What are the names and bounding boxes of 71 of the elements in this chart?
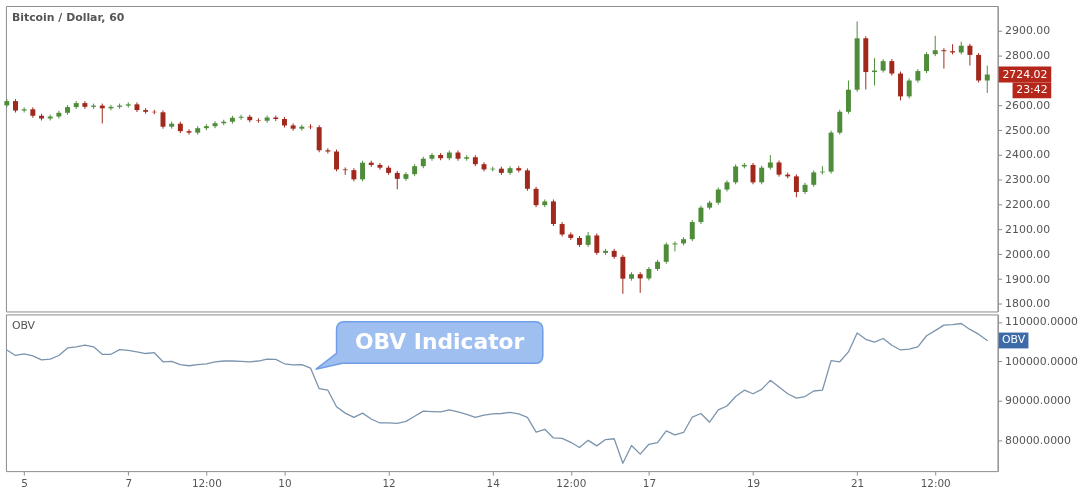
candlestick <box>212 120 218 129</box>
candlestick <box>264 115 270 124</box>
annotation: OBV Indicator <box>355 329 525 355</box>
candlestick <box>663 241 669 265</box>
x-tick-label: 7 <box>125 476 133 489</box>
candlestick <box>316 124 322 153</box>
x-tick-label: 12:00 <box>191 476 222 489</box>
candlestick <box>238 114 244 121</box>
y-tick-label: 80000.0000 <box>1005 433 1072 447</box>
text: 2724.02 <box>1002 67 1048 81</box>
candlestick <box>186 128 192 136</box>
x-tick-label: 12:00 <box>920 476 951 489</box>
candlestick <box>82 100 88 110</box>
candlestick <box>325 147 331 155</box>
x-tick-label: 17 <box>642 476 657 489</box>
y-tick-label: 100000.0000 <box>1005 354 1078 368</box>
chart-title: OBV <box>11 319 36 333</box>
y-tick-label: 2500.00 <box>1005 123 1051 137</box>
y-tick-label: 1900.00 <box>1005 272 1051 286</box>
candlestick <box>941 47 947 70</box>
candlestick <box>793 173 799 198</box>
candlestick <box>689 219 695 242</box>
candlestick <box>594 232 600 256</box>
x-tick-label: 10 <box>278 476 292 489</box>
candlestick <box>334 149 340 172</box>
y-tick-label: 2800.00 <box>1005 49 1051 63</box>
x-tick-label: 12:00 <box>556 476 587 489</box>
y-tick-label: 2200.00 <box>1005 198 1051 212</box>
y-tick-label: 2100.00 <box>1005 222 1051 236</box>
chart-title: Bitcoin / Dollar, 60 <box>11 10 125 24</box>
candlestick <box>672 240 678 252</box>
candlestick <box>524 167 530 192</box>
candlestick <box>377 162 383 171</box>
candlestick <box>620 254 626 295</box>
candlestick <box>845 80 851 115</box>
candlestick <box>533 186 539 208</box>
candlestick <box>967 43 973 67</box>
y-tick-label: 110000.0000 <box>1005 315 1078 329</box>
candlestick <box>898 71 903 101</box>
x-tick-label: 12 <box>382 476 396 489</box>
candlestick <box>984 65 990 94</box>
line-series <box>6 322 988 464</box>
candlestick <box>932 35 938 57</box>
y-tick-label: 1800.00 <box>1005 297 1051 311</box>
x-tick-label: 21 <box>851 476 865 489</box>
text: 23:42 <box>1016 83 1048 97</box>
y-tick-label: 90000.0000 <box>1005 394 1072 408</box>
candlestick <box>698 205 704 225</box>
candlestick <box>290 122 296 132</box>
candlestick <box>342 166 348 176</box>
y-tick-label: 2400.00 <box>1005 148 1051 162</box>
candlestick <box>733 163 739 185</box>
y-tick-label: 2600.00 <box>1005 98 1051 112</box>
x-tick-label: 5 <box>21 476 28 489</box>
y-tick-label: 2000.00 <box>1005 247 1051 261</box>
x-tick-label: 14 <box>486 476 501 489</box>
candlestick <box>906 78 912 99</box>
candlestick <box>429 152 435 162</box>
candlestick <box>394 170 400 190</box>
candlestick <box>837 109 843 136</box>
candlestick <box>924 51 930 74</box>
candlestick <box>360 160 366 182</box>
candlestick <box>637 271 643 294</box>
candlestick <box>56 110 62 119</box>
candlestick <box>255 117 261 124</box>
y-tick-label: 2900.00 <box>1005 24 1051 38</box>
x-tick-label: 19 <box>746 476 761 489</box>
candlestick <box>759 165 765 185</box>
text: OBV <box>1001 333 1026 347</box>
y-tick-label: 2300.00 <box>1005 173 1051 187</box>
candlestick <box>550 198 556 227</box>
